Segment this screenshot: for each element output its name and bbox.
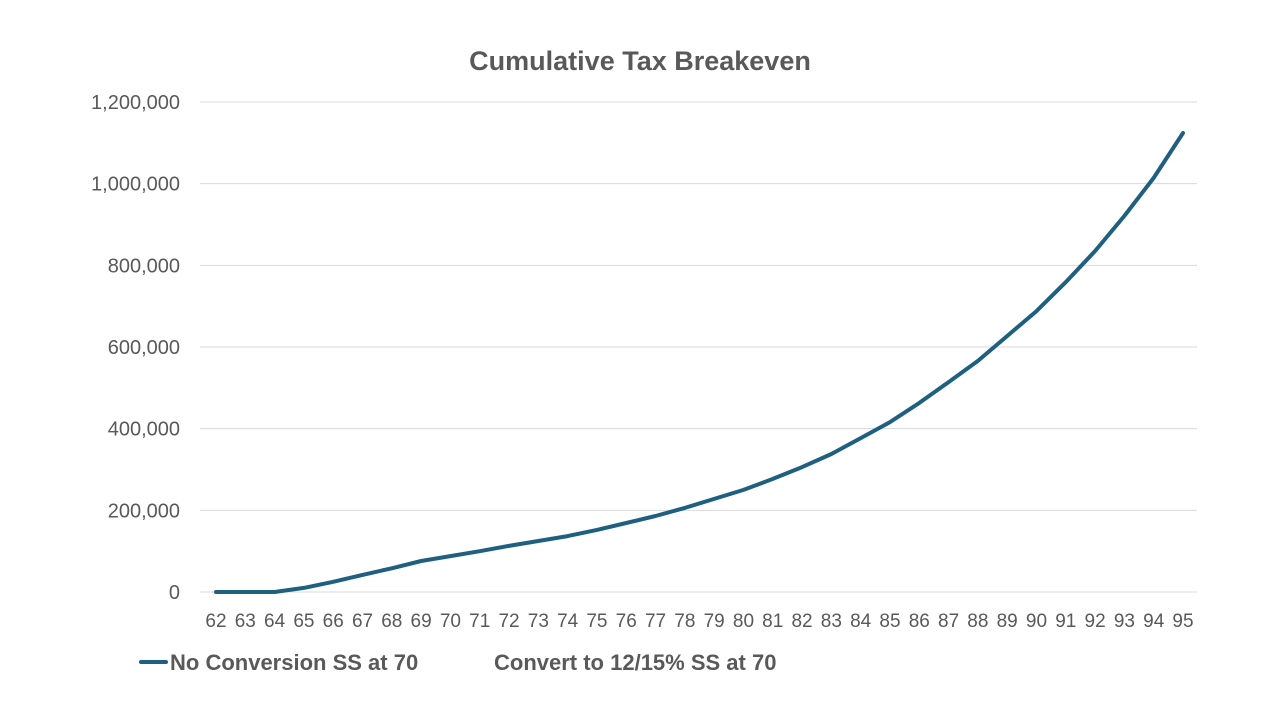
x-tick-label: 82 [791, 611, 812, 632]
legend-label: No Conversion SS at 70 [170, 650, 418, 675]
y-axis-labels: 0 200,000 400,000 600,000 800,000 1,000,000 1,… [91, 92, 180, 604]
y-tick-label: 1,200,000 [91, 92, 180, 114]
x-tick-label: 77 [645, 611, 666, 632]
x-tick-label: 83 [821, 611, 842, 632]
series-lines [214, 131, 1185, 594]
y-tick-label: 800,000 [108, 255, 180, 277]
x-tick-label: 74 [557, 611, 579, 632]
x-tick-label: 62 [205, 611, 226, 632]
x-tick-label: 67 [352, 611, 373, 632]
x-tick-label: 90 [1026, 611, 1047, 632]
x-tick-label: 80 [733, 611, 754, 632]
x-tick-label: 63 [235, 611, 256, 632]
x-tick-label: 66 [323, 611, 344, 632]
series-line [214, 131, 1185, 594]
x-tick-label: 94 [1143, 611, 1165, 632]
x-tick-label: 95 [1172, 611, 1193, 632]
x-tick-label: 85 [879, 611, 900, 632]
x-tick-label: 72 [498, 611, 519, 632]
x-tick-label: 87 [938, 611, 959, 632]
x-tick-label: 64 [264, 611, 286, 632]
y-tick-label: 0 [169, 582, 180, 604]
legend: No Conversion SS at 70 Convert to 12/15% … [139, 650, 776, 675]
x-tick-label: 65 [293, 611, 314, 632]
x-tick-label: 69 [411, 611, 432, 632]
x-tick-label: 88 [967, 611, 988, 632]
x-tick-label: 68 [381, 611, 402, 632]
gridlines [200, 101, 1197, 593]
y-tick-label: 200,000 [108, 500, 180, 522]
x-tick-label: 81 [762, 611, 783, 632]
x-tick-label: 86 [909, 611, 930, 632]
y-tick-label: 1,000,000 [91, 174, 180, 196]
x-tick-label: 84 [850, 611, 872, 632]
x-tick-label: 75 [586, 611, 607, 632]
y-tick-label: 600,000 [108, 337, 180, 359]
x-tick-label: 89 [997, 611, 1018, 632]
x-tick-label: 93 [1114, 611, 1135, 632]
x-tick-label: 92 [1085, 611, 1106, 632]
legend-label: Convert to 12/15% SS at 70 [494, 650, 776, 675]
x-tick-label: 79 [704, 611, 725, 632]
x-tick-label: 73 [528, 611, 549, 632]
x-axis-labels: 62 63 64 65 66 67 68 69 70 71 72 73 74 75 76 77 78 79 80 81… [205, 611, 1193, 632]
x-tick-label: 71 [469, 611, 490, 632]
x-tick-label: 76 [616, 611, 637, 632]
x-tick-label: 78 [674, 611, 695, 632]
chart-title: Cumulative Tax Breakeven [469, 46, 811, 76]
x-tick-label: 91 [1055, 611, 1076, 632]
y-tick-label: 400,000 [108, 419, 180, 441]
x-tick-label: 70 [440, 611, 461, 632]
